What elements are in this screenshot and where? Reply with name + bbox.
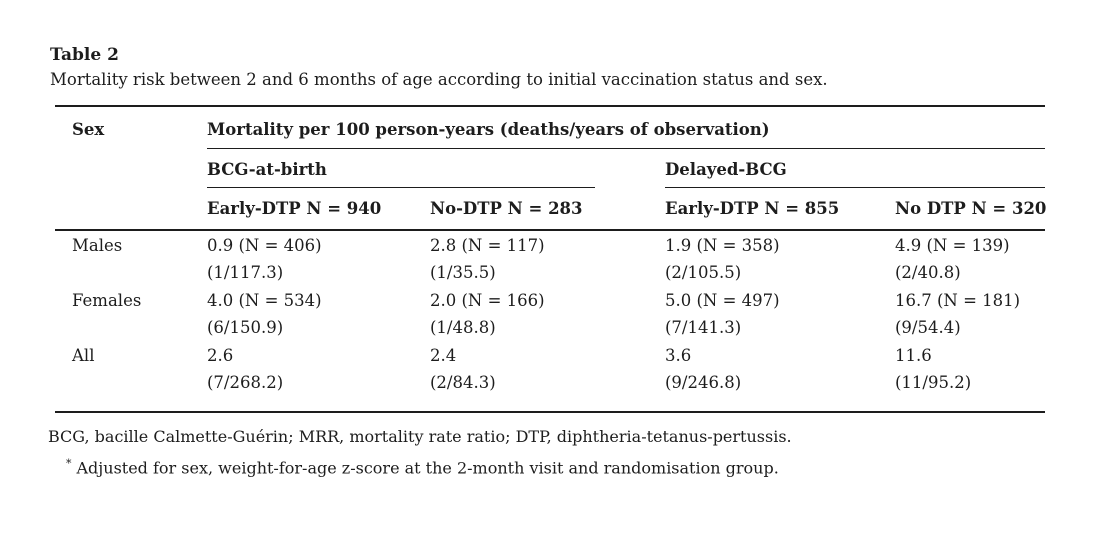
cell-fraction: (7/141.3) — [665, 318, 742, 337]
cell-males-bcg-early-dtp: 0.9 (N = 406) (1/117.3) — [207, 230, 430, 286]
column-header-delayed-early-dtp: Early-DTP N = 855 — [665, 187, 895, 231]
cell-females-delayed-no-dtp: 16.7 (N = 181) (9/54.4) — [895, 286, 1045, 341]
table-row-all: All 2.6 (7/268.2) 2.4 (2/84.3) 3.6 (9/24… — [55, 341, 1046, 413]
mortality-table: Sex Mortality per 100 person-years (deat… — [55, 105, 1046, 413]
cell-all-bcg-no-dtp: 2.4 (2/84.3) — [430, 341, 595, 413]
footnote-adjustment-text: Adjusted for sex, weight-for-age z-score… — [76, 458, 779, 478]
row-label-males: Males — [72, 236, 123, 255]
cell-fraction: (6/150.9) — [207, 318, 284, 337]
cell-rate: 2.6 — [207, 346, 234, 365]
cell-fraction: (2/84.3) — [430, 373, 496, 392]
row-label-all: All — [55, 341, 207, 413]
cell-rate: 1.9 (N = 358) — [665, 236, 780, 255]
paper-table-figure: Table 2 Mortality risk between 2 and 6 m… — [0, 44, 1098, 545]
cell-rate: 16.7 (N = 181) — [895, 291, 1021, 310]
column-header-bcg-no-dtp: No-DTP N = 283 — [430, 187, 595, 231]
column-gap — [595, 341, 665, 413]
column-header-mortality-span: Mortality per 100 person-years (deaths/y… — [207, 106, 1046, 149]
group-header-delayed-bcg: Delayed-BCG — [665, 148, 1046, 188]
cell-fraction: (1/117.3) — [207, 263, 284, 282]
column-header-delayed-no-dtp: No DTP N = 320 — [895, 187, 1046, 231]
group-header-bcg-at-birth: BCG-at-birth — [207, 148, 595, 188]
footnote-abbreviations: BCG, bacille Calmette-Guérin; MRR, morta… — [48, 427, 792, 446]
cell-rate: 4.9 (N = 139) — [895, 236, 1010, 255]
column-gap — [595, 230, 665, 286]
column-gap — [595, 187, 665, 231]
cell-rate: 2.8 (N = 117) — [430, 236, 545, 255]
column-header-sex: Sex — [55, 106, 207, 231]
cell-males-delayed-no-dtp: 4.9 (N = 139) (2/40.8) — [895, 230, 1045, 286]
table-caption: Mortality risk between 2 and 6 months of… — [50, 70, 828, 89]
table-label: Table 2 — [50, 45, 119, 65]
cell-fraction: (2/105.5) — [665, 263, 742, 282]
cell-rate: 2.0 (N = 166) — [430, 291, 545, 310]
cell-rate: 5.0 (N = 497) — [665, 291, 780, 310]
row-label-females: Females — [72, 291, 142, 310]
cell-females-bcg-no-dtp: 2.0 (N = 166) (1/48.8) — [430, 286, 595, 341]
asterisk-marker: * — [66, 457, 72, 470]
cell-rate: 11.6 — [895, 346, 932, 365]
footnote-adjustment: * Adjusted for sex, weight-for-age z-scor… — [48, 451, 1098, 481]
cell-fraction: (9/246.8) — [665, 373, 742, 392]
cell-fraction: (9/54.4) — [895, 318, 961, 337]
header-row-groups: BCG-at-birth Delayed-BCG — [55, 148, 1046, 188]
cell-females-bcg-early-dtp: 4.0 (N = 534) (6/150.9) — [207, 286, 430, 341]
cell-rate: 4.0 (N = 534) — [207, 291, 322, 310]
cell-rate: 0.9 (N = 406) — [207, 236, 322, 255]
cell-all-delayed-early-dtp: 3.6 (9/246.8) — [665, 341, 895, 413]
cell-males-bcg-no-dtp: 2.8 (N = 117) (1/35.5) — [430, 230, 595, 286]
cell-fraction: (2/40.8) — [895, 263, 961, 282]
column-gap — [595, 286, 665, 341]
column-gap — [595, 149, 665, 188]
cell-fraction: (1/48.8) — [430, 318, 496, 337]
cell-fraction: (1/35.5) — [430, 263, 496, 282]
cell-all-bcg-early-dtp: 2.6 (7/268.2) — [207, 341, 430, 413]
cell-all-delayed-no-dtp: 11.6 (11/95.2) — [895, 341, 1046, 413]
table-row-females: Females 4.0 (N = 534) (6/150.9) 2.0 (N =… — [55, 286, 1045, 341]
cell-rate: 2.4 — [430, 346, 457, 365]
cell-fraction: (7/268.2) — [207, 373, 284, 392]
cell-females-delayed-early-dtp: 5.0 (N = 497) (7/141.3) — [665, 286, 895, 341]
cell-rate: 3.6 — [665, 346, 692, 365]
cell-fraction: (11/95.2) — [895, 373, 972, 392]
column-header-bcg-early-dtp: Early-DTP N = 940 — [207, 187, 430, 231]
table-row-males: Males 0.9 (N = 406) (1/117.3) 2.8 (N = 1… — [55, 230, 1045, 286]
header-row-columns: Early-DTP N = 940 No-DTP N = 283 Early-D… — [55, 187, 1046, 231]
cell-males-delayed-early-dtp: 1.9 (N = 358) (2/105.5) — [665, 230, 895, 286]
header-row-span: Sex Mortality per 100 person-years (deat… — [55, 106, 1046, 231]
